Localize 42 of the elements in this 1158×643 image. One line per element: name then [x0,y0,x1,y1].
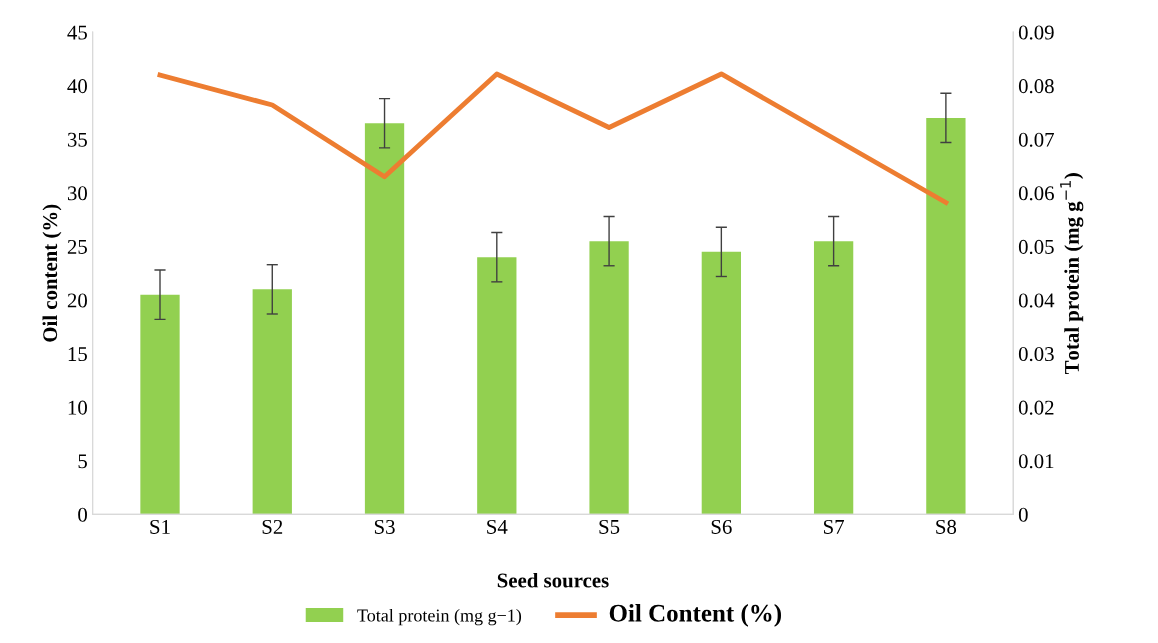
x-tick-label: S6 [711,519,732,534]
y-tick-label: 15 [68,347,87,362]
legend-label: Oil Content (%) [609,604,781,627]
y-tick-label: 0 [78,507,87,522]
y2-tick-label: 0.09 [1018,25,1054,40]
y2-tick-label: 0.06 [1018,186,1054,201]
x-tick-label: S3 [374,519,395,534]
y-tick-label: 30 [67,186,87,201]
legend-label: Total protein (mg g−1) [357,608,522,626]
x-tick-label: S2 [262,519,283,534]
y-tick-label: 5 [78,454,87,469]
bar [477,257,517,515]
bar [701,251,741,515]
y-tick-label: 25 [67,239,87,254]
y2-tick-label: 0.08 [1018,79,1054,94]
y2-tick-label: 0.01 [1018,454,1054,469]
y-tick-label: 10 [68,400,87,415]
x-tick-label: S7 [824,519,845,534]
y2-tick-label: 0.03 [1018,347,1054,362]
y2-tick-label: 0.07 [1018,132,1054,147]
bar [140,294,180,515]
y2-tick-label: 0.04 [1018,293,1055,308]
y2-axis-title: Total protein (mg g$^{−1}$) [1060,173,1084,375]
bar [589,241,629,515]
x-tick-label: S5 [599,519,620,534]
bar [813,241,854,515]
y2-tick-label: 0 [1018,507,1028,522]
line-series [157,71,949,205]
y-tick-label: 45 [67,25,87,40]
y-tick-label: 20 [67,293,87,308]
x-tick-label: S1 [150,519,170,534]
x-axis-title: Seed sources [497,572,609,588]
bar [252,289,292,515]
y-tick-label: 40 [67,79,87,94]
y-axis-title: Oil content (%) [42,204,62,342]
bar [926,117,966,515]
y2-tick-label: 0.02 [1018,400,1054,415]
y2-tick-label: 0.05 [1018,239,1054,255]
x-tick-label: S4 [487,519,508,534]
bar [364,123,405,515]
y-tick-label: 35 [67,132,87,147]
x-tick-label: S8 [936,519,957,534]
